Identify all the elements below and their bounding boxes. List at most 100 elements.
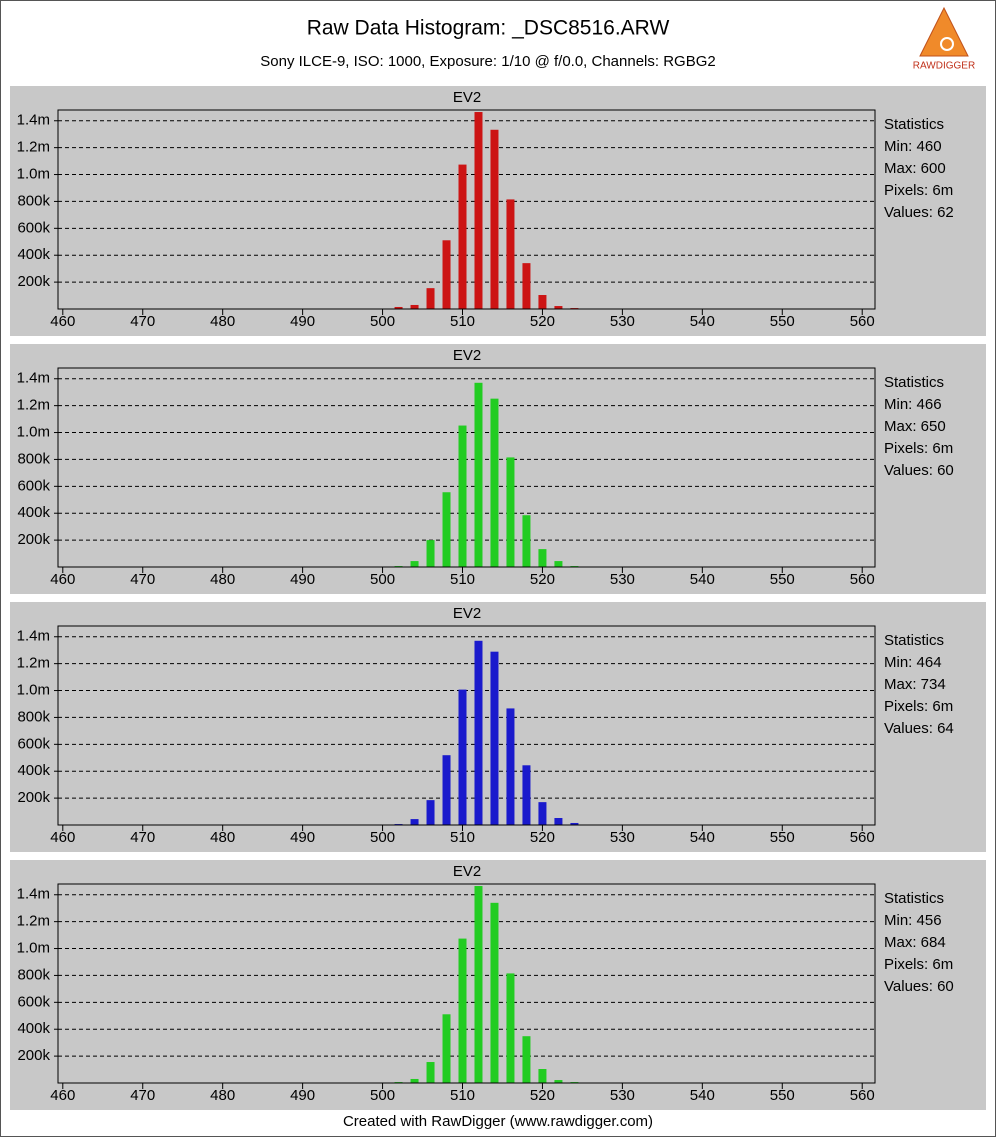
- bar: [490, 129, 499, 309]
- y-tick-label: 600k: [17, 219, 50, 236]
- bar: [474, 886, 483, 1083]
- y-tick-label: 200k: [17, 531, 50, 548]
- statistic: Values: 64: [884, 720, 954, 737]
- y-tick-label: 1.4m: [17, 886, 50, 903]
- x-tick-label: 480: [210, 571, 235, 588]
- y-tick-label: 1.2m: [17, 397, 50, 414]
- y-tick-label: 1.4m: [17, 628, 50, 645]
- y-tick-label: 400k: [17, 246, 50, 263]
- y-tick-label: 400k: [17, 1020, 50, 1037]
- y-tick-label: 200k: [17, 789, 50, 806]
- bar: [458, 689, 467, 825]
- bar: [490, 398, 499, 567]
- bar: [394, 306, 403, 309]
- bar: [522, 263, 531, 309]
- x-tick-label: 550: [770, 1087, 795, 1104]
- statistic: Max: 650: [884, 418, 946, 435]
- x-tick-label: 510: [450, 571, 475, 588]
- bar: [538, 549, 547, 567]
- y-tick-label: 200k: [17, 273, 50, 290]
- bar: [426, 288, 435, 309]
- x-tick-label: 540: [690, 313, 715, 330]
- x-tick-label: 560: [850, 829, 875, 846]
- y-tick-label: 600k: [17, 735, 50, 752]
- statistic: Max: 684: [884, 934, 946, 951]
- bar: [538, 1069, 547, 1083]
- bar: [410, 561, 419, 567]
- x-tick-label: 530: [610, 571, 635, 588]
- x-tick-label: 560: [850, 313, 875, 330]
- x-tick-label: 540: [690, 829, 715, 846]
- x-tick-label: 520: [530, 1087, 555, 1104]
- bar: [554, 561, 563, 567]
- footer: Created with RawDigger (www.rawdigger.co…: [343, 1113, 653, 1130]
- bar: [474, 640, 483, 825]
- chart-title: EV2: [453, 89, 481, 106]
- bar: [442, 240, 451, 309]
- x-tick-label: 530: [610, 1087, 635, 1104]
- statistic: Statistics: [884, 116, 944, 133]
- statistic: Values: 60: [884, 978, 954, 995]
- x-tick-label: 550: [770, 829, 795, 846]
- y-tick-label: 1.2m: [17, 655, 50, 672]
- bar: [538, 295, 547, 309]
- page-subtitle: Sony ILCE-9, ISO: 1000, Exposure: 1/10 @…: [260, 53, 715, 70]
- statistic: Values: 62: [884, 204, 954, 221]
- x-tick-label: 470: [130, 571, 155, 588]
- x-tick-label: 520: [530, 313, 555, 330]
- x-tick-label: 490: [290, 313, 315, 330]
- plot-frame: [57, 109, 876, 310]
- x-tick-label: 540: [690, 1087, 715, 1104]
- statistic: Statistics: [884, 632, 944, 649]
- page-title: Raw Data Histogram: _DSC8516.ARW: [307, 17, 670, 40]
- bar: [522, 1036, 531, 1083]
- bar: [506, 708, 515, 825]
- y-tick-label: 800k: [17, 192, 50, 209]
- x-tick-label: 520: [530, 829, 555, 846]
- statistic: Min: 456: [884, 912, 942, 929]
- statistic: Pixels: 6m: [884, 182, 953, 199]
- bar: [506, 199, 515, 309]
- y-tick-label: 1.2m: [17, 139, 50, 156]
- x-tick-label: 460: [50, 1087, 75, 1104]
- bar: [490, 902, 499, 1083]
- bar: [474, 112, 483, 309]
- x-tick-label: 550: [770, 313, 795, 330]
- logo: RAWDIGGER: [913, 6, 975, 72]
- x-tick-label: 500: [370, 829, 395, 846]
- x-tick-label: 560: [850, 571, 875, 588]
- bar: [426, 800, 435, 825]
- bar: [554, 1080, 563, 1083]
- y-tick-label: 1.4m: [17, 370, 50, 387]
- statistic: Statistics: [884, 890, 944, 907]
- statistic: Max: 600: [884, 160, 946, 177]
- x-tick-label: 480: [210, 313, 235, 330]
- bar: [426, 1062, 435, 1083]
- bar: [410, 819, 419, 825]
- bar: [442, 755, 451, 825]
- statistic: Values: 60: [884, 462, 954, 479]
- statistic: Pixels: 6m: [884, 956, 953, 973]
- plot-frame: [57, 883, 876, 1084]
- x-tick-label: 460: [50, 829, 75, 846]
- chart-title: EV2: [453, 605, 481, 622]
- bar: [522, 765, 531, 825]
- bar: [458, 938, 467, 1083]
- x-tick-label: 460: [50, 571, 75, 588]
- y-tick-label: 600k: [17, 477, 50, 494]
- bar: [506, 973, 515, 1083]
- x-tick-label: 500: [370, 571, 395, 588]
- bar: [538, 802, 547, 825]
- y-tick-label: 400k: [17, 762, 50, 779]
- y-tick-label: 1.2m: [17, 913, 50, 930]
- chart-title: EV2: [453, 347, 481, 364]
- x-tick-label: 510: [450, 829, 475, 846]
- statistic: Pixels: 6m: [884, 440, 953, 457]
- bar: [554, 306, 563, 309]
- bar: [522, 515, 531, 567]
- y-tick-label: 800k: [17, 450, 50, 467]
- x-tick-label: 480: [210, 1087, 235, 1104]
- y-tick-label: 600k: [17, 993, 50, 1010]
